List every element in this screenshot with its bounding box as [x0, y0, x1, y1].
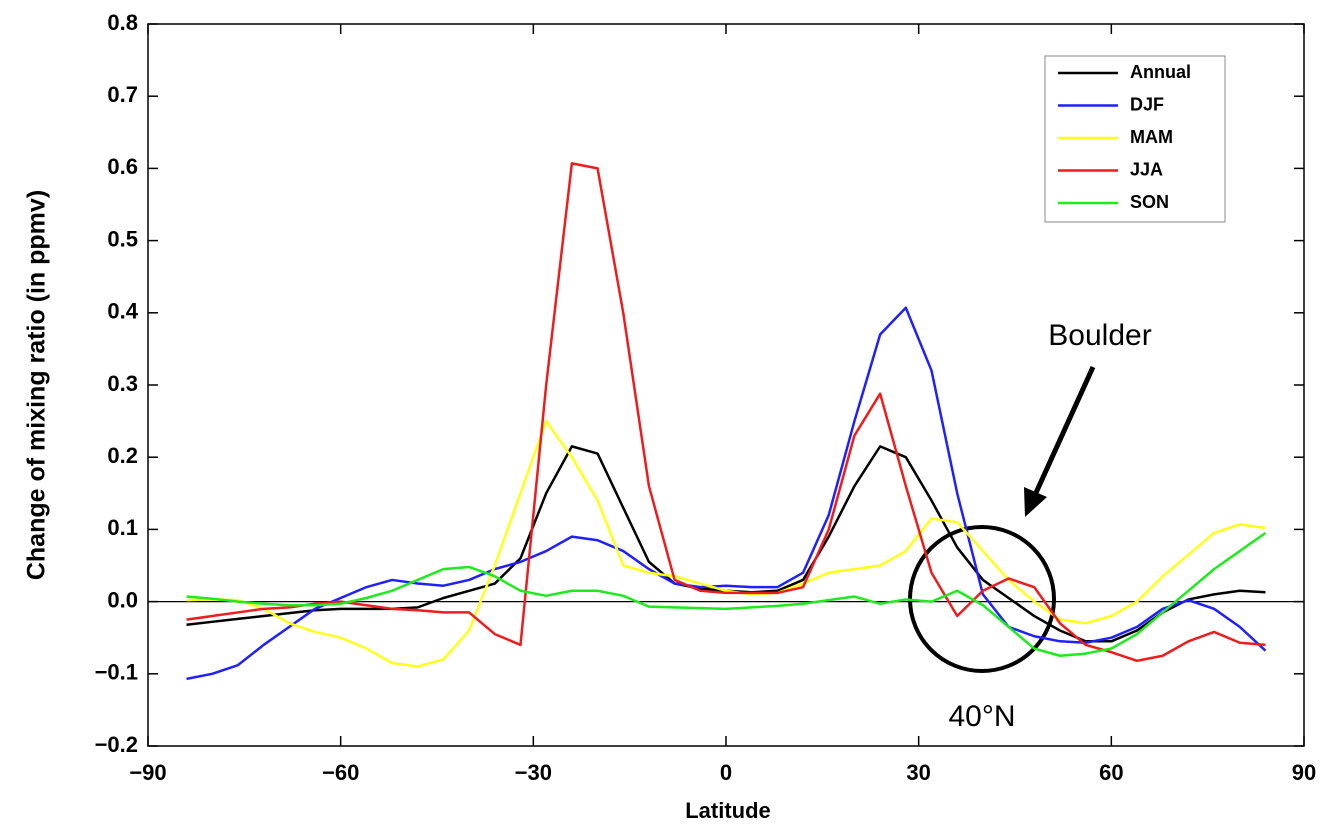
y-tick-label: 0.1: [107, 515, 138, 540]
x-tick-label: 90: [1292, 760, 1316, 785]
y-tick-label: 0.5: [107, 226, 138, 251]
x-tick-label: 0: [720, 760, 732, 785]
annotation: 40°N: [948, 700, 1015, 733]
y-tick-label: 0.6: [107, 154, 138, 179]
y-tick-label: 0.0: [107, 587, 138, 612]
y-tick-label: 0.4: [107, 299, 138, 324]
x-tick-label: 60: [1099, 760, 1123, 785]
legend-label: MAM: [1130, 127, 1173, 147]
series-line: [186, 445, 1266, 643]
y-tick-label: 0.2: [107, 443, 138, 468]
arrow-head: [1024, 487, 1047, 517]
y-tick-label: 0.3: [107, 371, 138, 396]
arrow-shaft: [1032, 365, 1096, 497]
y-tick-label: −0.2: [95, 732, 138, 757]
legend-label: JJA: [1130, 159, 1163, 179]
series-line: [186, 419, 1266, 668]
y-axis-label: Change of mixing ratio (in ppmv): [23, 190, 51, 580]
x-tick-label: 30: [906, 760, 930, 785]
legend-label: DJF: [1130, 94, 1164, 114]
x-tick-label: −90: [129, 760, 166, 785]
legend-label: SON: [1130, 192, 1169, 212]
series-line: [186, 306, 1267, 681]
annotation: Boulder: [1048, 319, 1151, 352]
legend-label: Annual: [1130, 62, 1191, 82]
y-tick-label: 0.7: [107, 82, 138, 107]
y-tick-label: 0.8: [107, 10, 138, 35]
series-line: [186, 531, 1267, 657]
y-tick-label: −0.1: [95, 660, 138, 685]
x-tick-label: −60: [322, 760, 359, 785]
series-line: [186, 162, 1266, 663]
x-axis-label: Latitude: [685, 798, 771, 823]
x-tick-label: −30: [515, 760, 552, 785]
